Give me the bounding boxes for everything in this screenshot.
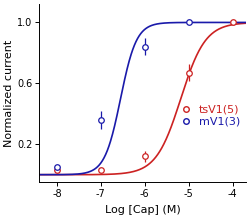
X-axis label: Log [Cap] (M): Log [Cap] (M) [105,205,180,215]
Y-axis label: Normalized current: Normalized current [4,40,14,147]
Legend: tsV1(5), mV1(3): tsV1(5), mV1(3) [174,105,240,127]
